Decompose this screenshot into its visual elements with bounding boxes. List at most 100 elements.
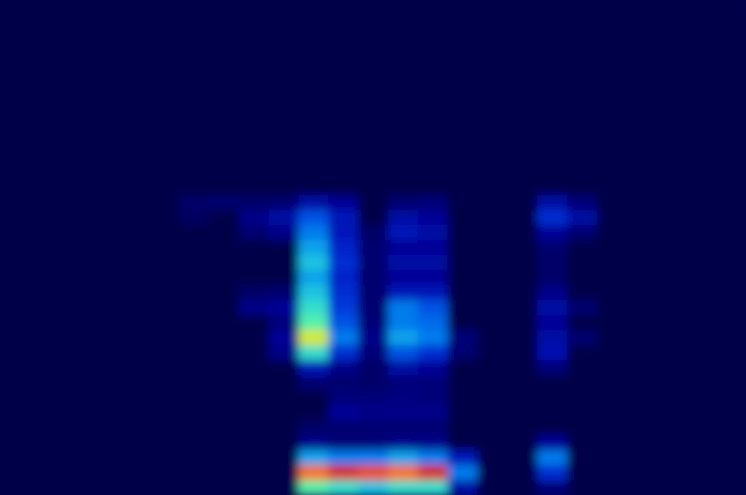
heatmap-cell bbox=[597, 300, 628, 316]
plot-background bbox=[0, 0, 746, 495]
heatmap-cell bbox=[60, 480, 91, 495]
heatmap-cell bbox=[627, 330, 658, 346]
heatmap-cell bbox=[239, 465, 270, 481]
heatmap-cell bbox=[686, 120, 717, 136]
heatmap-cell bbox=[567, 195, 598, 211]
heatmap-cell bbox=[60, 240, 91, 256]
heatmap-cell bbox=[30, 270, 61, 286]
heatmap-cell bbox=[0, 75, 31, 91]
heatmap-cell bbox=[358, 270, 389, 286]
heatmap-cell bbox=[239, 150, 270, 166]
heatmap-cell bbox=[448, 120, 479, 136]
heatmap-cell bbox=[388, 255, 419, 271]
heatmap-cell bbox=[60, 255, 91, 271]
heatmap-cell bbox=[0, 480, 31, 495]
heatmap-cell bbox=[686, 315, 717, 331]
heatmap-cell bbox=[537, 375, 568, 391]
heatmap-cell bbox=[656, 240, 687, 256]
heatmap-cell bbox=[716, 300, 746, 316]
heatmap-cell bbox=[239, 225, 270, 241]
heatmap-cell bbox=[656, 30, 687, 46]
heatmap-cell bbox=[60, 270, 91, 286]
heatmap-cell bbox=[119, 60, 150, 76]
heatmap-cell bbox=[388, 435, 419, 451]
heatmap-cell bbox=[656, 45, 687, 61]
heatmap-cell bbox=[627, 60, 658, 76]
heatmap-cell bbox=[448, 180, 479, 196]
heatmap-cell bbox=[537, 270, 568, 286]
heatmap-cell bbox=[239, 45, 270, 61]
heatmap-cell bbox=[328, 30, 359, 46]
heatmap-cell bbox=[179, 240, 210, 256]
heatmap-cell bbox=[149, 345, 180, 361]
heatmap-cell bbox=[656, 180, 687, 196]
heatmap-cell bbox=[686, 60, 717, 76]
heatmap-cell bbox=[656, 15, 687, 31]
heatmap-cell bbox=[30, 420, 61, 436]
heatmap-cell bbox=[537, 60, 568, 76]
heatmap-cell bbox=[119, 90, 150, 106]
heatmap-cell bbox=[179, 330, 210, 346]
heatmap-cell bbox=[30, 465, 61, 481]
heatmap-cell bbox=[537, 300, 568, 316]
heatmap-cell bbox=[656, 210, 687, 226]
heatmap-cell bbox=[119, 150, 150, 166]
heatmap-cell bbox=[119, 345, 150, 361]
heatmap-cell bbox=[90, 435, 121, 451]
heatmap-cell bbox=[298, 195, 329, 211]
heatmap-cell bbox=[418, 330, 449, 346]
heatmap-cell bbox=[239, 255, 270, 271]
heatmap-cell bbox=[60, 210, 91, 226]
heatmap-cell bbox=[686, 195, 717, 211]
heatmap-cell bbox=[358, 450, 389, 466]
heatmap-cell bbox=[0, 165, 31, 181]
heatmap-cell bbox=[60, 165, 91, 181]
heatmap-cell bbox=[627, 405, 658, 421]
heatmap-cell bbox=[0, 210, 31, 226]
heatmap-cell bbox=[0, 0, 31, 16]
heatmap-cell bbox=[567, 0, 598, 16]
heatmap-cell bbox=[567, 30, 598, 46]
heatmap-cell bbox=[269, 315, 300, 331]
heatmap-cell bbox=[149, 360, 180, 376]
heatmap-cell bbox=[627, 255, 658, 271]
heatmap-cell bbox=[90, 165, 121, 181]
heatmap-cell bbox=[298, 120, 329, 136]
heatmap-cell bbox=[30, 435, 61, 451]
heatmap-cell bbox=[358, 420, 389, 436]
heatmap-cell bbox=[328, 480, 359, 495]
heatmap-cell bbox=[328, 60, 359, 76]
heatmap-cell bbox=[716, 465, 746, 481]
heatmap-cell bbox=[30, 285, 61, 301]
heatmap-cell bbox=[90, 30, 121, 46]
heatmap-cell bbox=[0, 465, 31, 481]
heatmap-cell bbox=[60, 75, 91, 91]
heatmap-cell bbox=[418, 300, 449, 316]
heatmap-cell bbox=[119, 255, 150, 271]
heatmap-cell bbox=[448, 30, 479, 46]
heatmap-cell bbox=[269, 375, 300, 391]
heatmap-cell bbox=[149, 255, 180, 271]
heatmap-cell bbox=[507, 450, 538, 466]
heatmap-cell bbox=[388, 180, 419, 196]
heatmap-cell bbox=[597, 480, 628, 495]
heatmap-cell bbox=[537, 0, 568, 16]
heatmap-cell bbox=[716, 45, 746, 61]
heatmap-cell bbox=[418, 150, 449, 166]
heatmap-cell bbox=[358, 60, 389, 76]
heatmap-cell bbox=[388, 195, 419, 211]
heatmap-cell bbox=[0, 240, 31, 256]
heatmap-cell bbox=[298, 255, 329, 271]
heatmap-cell bbox=[418, 105, 449, 121]
heatmap-cell bbox=[686, 105, 717, 121]
heatmap-cell bbox=[418, 45, 449, 61]
heatmap-svg bbox=[0, 0, 746, 495]
heatmap-cell bbox=[597, 30, 628, 46]
heatmap-cell bbox=[656, 465, 687, 481]
heatmap-cell bbox=[477, 0, 508, 16]
heatmap-cell bbox=[477, 450, 508, 466]
heatmap-cell bbox=[477, 345, 508, 361]
heatmap-cell bbox=[0, 105, 31, 121]
heatmap-cell bbox=[448, 390, 479, 406]
heatmap-cell bbox=[60, 360, 91, 376]
